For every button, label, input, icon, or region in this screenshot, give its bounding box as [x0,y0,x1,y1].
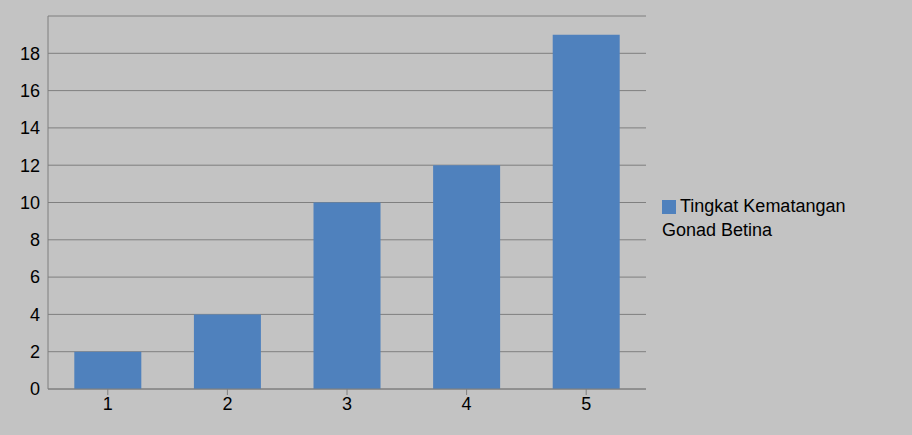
svg-text:18: 18 [20,44,40,64]
svg-text:0: 0 [30,379,40,399]
svg-text:10: 10 [20,193,40,213]
svg-text:4: 4 [30,305,40,325]
svg-text:1: 1 [103,394,113,414]
svg-text:12: 12 [20,156,40,176]
svg-text:2: 2 [222,394,232,414]
svg-text:5: 5 [581,394,591,414]
html-text:Tingkat Kematangan Gonad Betin: Tingkat Kematangan Gonad Betina [662,195,846,240]
svg-text:14: 14 [20,118,40,138]
svg-text:6: 6 [30,267,40,287]
svg-text:3: 3 [342,394,352,414]
svg-text:16: 16 [20,81,40,101]
svg-text:4: 4 [462,394,472,414]
svg-text:2: 2 [30,342,40,362]
svg-text:8: 8 [30,230,40,250]
